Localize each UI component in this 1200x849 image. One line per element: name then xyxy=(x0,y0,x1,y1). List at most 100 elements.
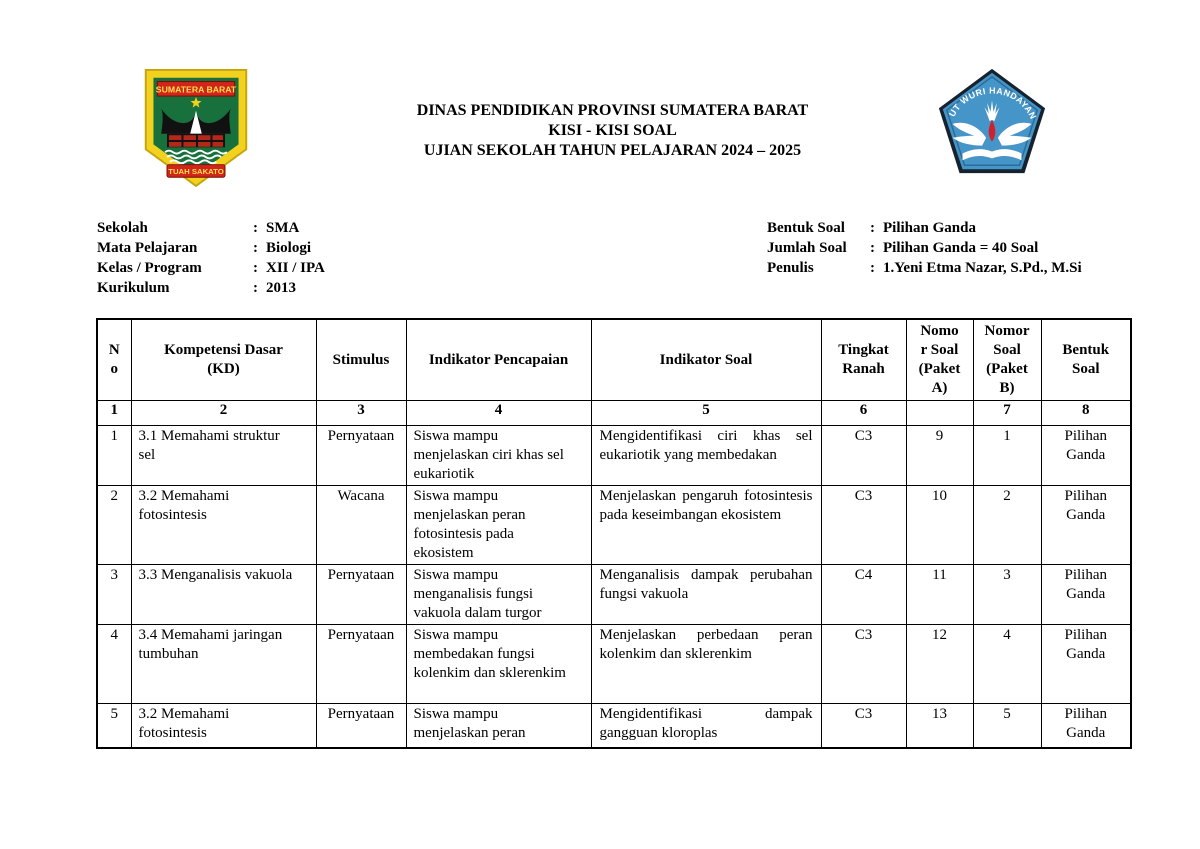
header-row: N o Kompetensi Dasar (KD) Stimulus Indik… xyxy=(96,318,1132,401)
cell-tingkat-ranah: C3 xyxy=(820,425,907,486)
cell-no: 4 xyxy=(96,624,132,704)
col-header-nomor-soal-paket-a: Nomo r Soal (Paket A) xyxy=(905,318,974,401)
cell-indikator-soal: Mengidentifikasi dampak gangguan kloropl… xyxy=(590,703,822,748)
kisi-kisi-table: N o Kompetensi Dasar (KD) Stimulus Indik… xyxy=(96,318,1132,749)
meta-value: 2013 xyxy=(266,280,296,296)
meta-value: Pilihan Ganda = 40 Soal xyxy=(883,240,1039,256)
cell-tingkat-ranah: C3 xyxy=(820,703,907,748)
numbering-cell: 7 xyxy=(972,400,1042,426)
cell-kompetensi-dasar: 3.3 Menganalisis vakuola xyxy=(130,564,317,625)
cell-stimulus: Pernyataan xyxy=(315,425,407,486)
cell-paket-b: 4 xyxy=(972,624,1042,704)
document-title: DINAS PENDIDIKAN PROVINSI SUMATERA BARAT… xyxy=(140,101,1085,161)
cell-indikator-pencapaian: Siswa mampu menjelaskan peran xyxy=(405,703,592,748)
cell-paket-a: 11 xyxy=(905,564,974,625)
meta-separator: : xyxy=(253,260,258,276)
cell-kompetensi-dasar: 3.1 Memahami struktur sel xyxy=(130,425,317,486)
cell-stimulus: Pernyataan xyxy=(315,564,407,625)
meta-row-sekolah: Sekolah: SMA xyxy=(97,218,325,238)
meta-label: Sekolah xyxy=(97,220,148,236)
roof-center-tower xyxy=(190,110,202,134)
column-numbering-row: 1 2 3 4 5 6 7 8 xyxy=(96,400,1132,426)
cell-bentuk-soal: Pilihan Ganda xyxy=(1040,564,1132,625)
title-line-1: DINAS PENDIDIKAN PROVINSI SUMATERA BARAT xyxy=(416,102,809,119)
numbering-cell: 6 xyxy=(820,400,907,426)
table-row: 3 3.3 Menganalisis vakuola Pernyataan Si… xyxy=(96,564,1132,625)
house-windows xyxy=(168,135,224,147)
banner-ribbon xyxy=(156,81,236,97)
cell-tingkat-ranah: C3 xyxy=(820,485,907,565)
cell-no: 5 xyxy=(96,703,132,748)
cell-indikator-pencapaian: Siswa mampu menjelaskan peran fotosintes… xyxy=(405,485,592,565)
meta-row-kelas-program: Kelas / Program: XII / IPA xyxy=(97,258,325,278)
col-header-stimulus: Stimulus xyxy=(315,318,407,401)
title-line-3: UJIAN SEKOLAH TAHUN PELAJARAN 2024 – 202… xyxy=(423,142,802,159)
cell-stimulus: Pernyataan xyxy=(315,703,407,748)
numbering-cell: 2 xyxy=(130,400,317,426)
table-row: 2 3.2 Memahami fotosintesis Wacana Siswa… xyxy=(96,485,1132,565)
table-row: 5 3.2 Memahami fotosintesis Pernyataan S… xyxy=(96,703,1132,748)
cell-bentuk-soal: Pilihan Ganda xyxy=(1040,703,1132,748)
numbering-cell: 3 xyxy=(315,400,407,426)
cell-bentuk-soal: Pilihan Ganda xyxy=(1040,485,1132,565)
meta-value: Biologi xyxy=(266,240,312,256)
cell-kompetensi-dasar: 3.4 Memahami jaringan tumbuhan xyxy=(130,624,317,704)
cell-bentuk-soal: Pilihan Ganda xyxy=(1040,425,1132,486)
cell-paket-a: 10 xyxy=(905,485,974,565)
numbering-cell: 4 xyxy=(405,400,592,426)
banner-text: SUMATERA BARAT xyxy=(156,85,237,95)
motto-ribbon xyxy=(166,164,226,178)
cell-paket-b: 2 xyxy=(972,485,1042,565)
waves xyxy=(164,149,228,165)
cell-no: 1 xyxy=(96,425,132,486)
cell-indikator-pencapaian: Siswa mampu menganalisis fungsi vakuola … xyxy=(405,564,592,625)
cell-no: 2 xyxy=(96,485,132,565)
meta-label: Bentuk Soal xyxy=(767,220,845,236)
meta-value: 1.Yeni Etma Nazar, S.Pd., M.Si xyxy=(883,260,1082,276)
cell-paket-a: 9 xyxy=(905,425,974,486)
meta-row-mata-pelajaran: Mata Pelajaran: Biologi xyxy=(97,238,325,258)
meta-label: Kurikulum xyxy=(97,280,170,296)
table-row: 1 3.1 Memahami struktur sel Pernyataan S… xyxy=(96,425,1132,486)
meta-label: Mata Pelajaran xyxy=(97,240,198,256)
cell-kompetensi-dasar: 3.2 Memahami fotosintesis xyxy=(130,703,317,748)
meta-separator: : xyxy=(253,220,258,236)
cell-tingkat-ranah: C3 xyxy=(820,624,907,704)
meta-separator: : xyxy=(870,260,875,276)
meta-value: XII / IPA xyxy=(266,260,325,276)
cell-paket-b: 5 xyxy=(972,703,1042,748)
sumatera-barat-logo: SUMATERA BARAT TUAH SAKATO xyxy=(144,68,248,188)
col-header-indikator-soal: Indikator Soal xyxy=(590,318,822,401)
pentagon-inner-ring xyxy=(945,75,1039,167)
cell-indikator-soal: Mengidentifikasi ciri khas sel eukarioti… xyxy=(590,425,822,486)
cell-bentuk-soal: Pilihan Ganda xyxy=(1040,624,1132,704)
cell-indikator-soal: Menjelaskan perbedaan peran kolenkim dan… xyxy=(590,624,822,704)
table-row: 4 3.4 Memahami jaringan tumbuhan Pernyat… xyxy=(96,624,1132,704)
metadata-right: Bentuk Soal: Pilihan Ganda Jumlah Soal: Pi… xyxy=(767,218,1082,278)
meta-row-penulis: Penulis:1.Yeni Etma Nazar, S.Pd., M.Si xyxy=(767,258,1082,278)
cell-paket-b: 3 xyxy=(972,564,1042,625)
cell-kompetensi-dasar: 3.2 Memahami fotosintesis xyxy=(130,485,317,565)
cell-indikator-pencapaian: Siswa mampu membedakan fungsi kolenkim d… xyxy=(405,624,592,704)
col-header-tingkat-ranah: Tingkat Ranah xyxy=(820,318,907,401)
cell-tingkat-ranah: C4 xyxy=(820,564,907,625)
cell-paket-a: 12 xyxy=(905,624,974,704)
cell-stimulus: Pernyataan xyxy=(315,624,407,704)
cell-indikator-soal: Menganalisis dampak perubahan fungsi vak… xyxy=(590,564,822,625)
col-header-indikator-pencapaian: Indikator Pencapaian xyxy=(405,318,592,401)
cell-paket-b: 1 xyxy=(972,425,1042,486)
meta-separator: : xyxy=(870,220,875,236)
title-line-2: KISI - KISI SOAL xyxy=(548,122,677,139)
numbering-cell: 5 xyxy=(590,400,822,426)
meta-row-jumlah-soal: Jumlah Soal: Pilihan Ganda = 40 Soal xyxy=(767,238,1082,258)
cell-indikator-pencapaian: Siswa mampu menjelaskan ciri khas sel eu… xyxy=(405,425,592,486)
cell-indikator-soal: Menjelaskan pengaruh fotosintesis pada k… xyxy=(590,485,822,565)
cell-no: 3 xyxy=(96,564,132,625)
wing-symbol xyxy=(952,100,1032,161)
numbering-cell: 8 xyxy=(1040,400,1132,426)
numbering-cell: 1 xyxy=(96,400,132,426)
meta-value: Pilihan Ganda xyxy=(883,220,976,236)
cell-paket-a: 13 xyxy=(905,703,974,748)
meta-row-kurikulum: Kurikulum:2013 xyxy=(97,278,325,298)
